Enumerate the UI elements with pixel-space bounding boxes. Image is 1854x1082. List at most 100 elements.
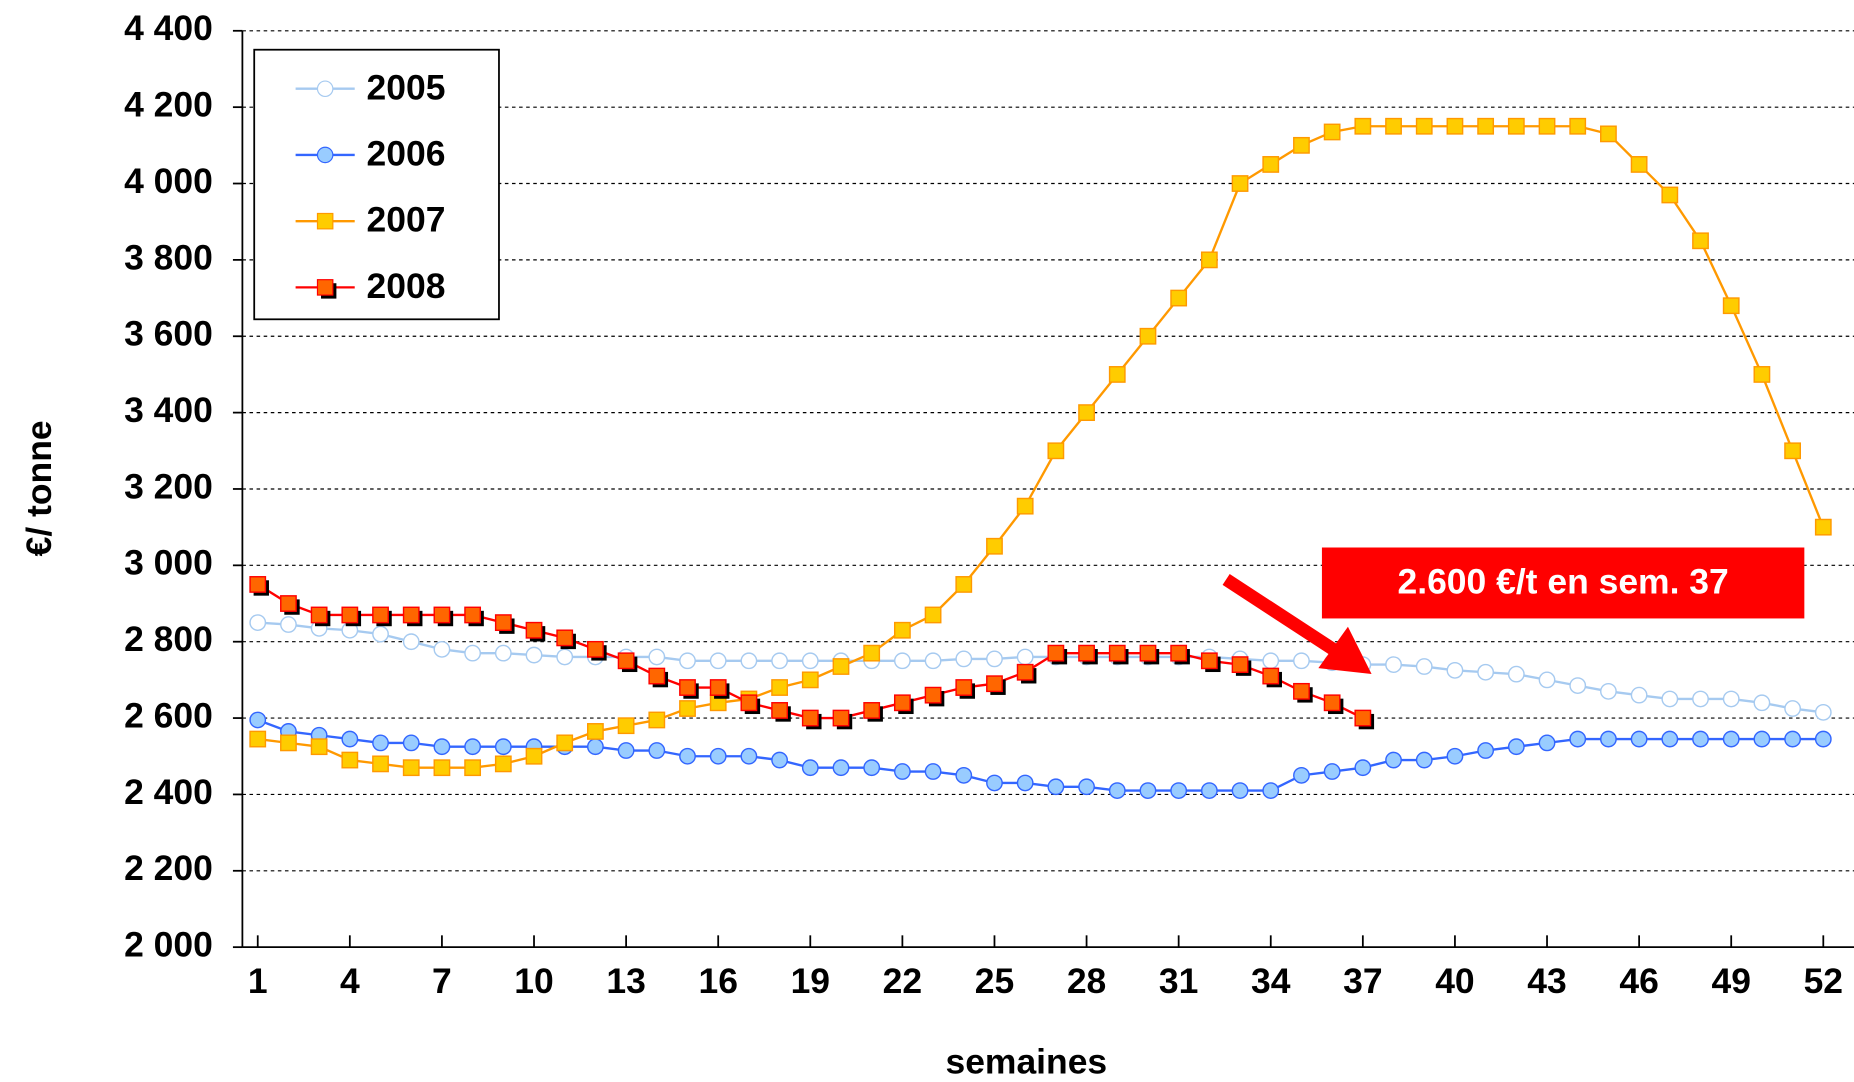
marker bbox=[648, 711, 666, 729]
marker bbox=[617, 742, 635, 759]
marker bbox=[955, 766, 973, 784]
x-tick-label: 22 bbox=[883, 961, 922, 1001]
legend-label: 2007 bbox=[367, 200, 446, 240]
marker bbox=[1078, 404, 1095, 422]
marker bbox=[1446, 117, 1464, 135]
x-tick-label: 10 bbox=[514, 961, 553, 1001]
y-tick-label: 2 600 bbox=[124, 695, 213, 735]
marker bbox=[1354, 709, 1372, 727]
annotation-arrowhead bbox=[1318, 626, 1372, 675]
marker bbox=[1630, 730, 1648, 748]
x-axis-label: semaines bbox=[945, 1042, 1107, 1082]
y-tick-label: 4 400 bbox=[124, 8, 213, 48]
marker bbox=[280, 616, 297, 633]
marker bbox=[709, 679, 727, 696]
y-tick-label: 3 600 bbox=[124, 314, 213, 354]
marker bbox=[341, 730, 359, 748]
marker bbox=[310, 738, 328, 756]
marker bbox=[464, 738, 482, 756]
marker bbox=[1293, 136, 1310, 154]
line bbox=[257, 125, 1825, 769]
x-tick-label: 31 bbox=[1159, 961, 1198, 1001]
line bbox=[257, 621, 1824, 714]
marker bbox=[249, 576, 267, 593]
marker bbox=[1200, 251, 1218, 269]
x-tick-label: 28 bbox=[1067, 961, 1106, 1001]
legend-label: 2005 bbox=[367, 67, 446, 107]
marker bbox=[771, 702, 788, 719]
marker bbox=[1047, 442, 1065, 460]
marker bbox=[494, 644, 512, 662]
marker bbox=[986, 675, 1003, 693]
marker bbox=[801, 759, 819, 777]
marker bbox=[1354, 759, 1372, 777]
marker bbox=[249, 711, 267, 729]
marker bbox=[1661, 690, 1679, 708]
marker bbox=[1200, 782, 1218, 800]
marker bbox=[1569, 677, 1587, 695]
marker bbox=[771, 751, 788, 769]
marker bbox=[1170, 782, 1188, 800]
marker bbox=[709, 652, 727, 670]
marker bbox=[1753, 730, 1771, 748]
x-tick-label: 4 bbox=[340, 961, 360, 1001]
marker bbox=[893, 621, 911, 639]
marker bbox=[986, 774, 1003, 792]
marker bbox=[771, 679, 788, 696]
marker bbox=[1385, 656, 1402, 674]
x-tick-label: 40 bbox=[1435, 961, 1474, 1001]
marker bbox=[402, 734, 420, 752]
marker bbox=[494, 755, 512, 773]
marker bbox=[1231, 782, 1249, 800]
marker bbox=[280, 734, 297, 752]
marker bbox=[372, 755, 389, 773]
marker bbox=[1016, 497, 1034, 515]
y-tick-label: 2 800 bbox=[124, 619, 213, 659]
marker bbox=[679, 652, 696, 670]
series bbox=[249, 576, 1375, 730]
marker bbox=[771, 652, 788, 670]
x-tick-label: 52 bbox=[1804, 961, 1843, 1001]
marker bbox=[1630, 686, 1648, 704]
marker bbox=[1354, 117, 1372, 135]
marker bbox=[280, 595, 297, 612]
marker bbox=[863, 759, 881, 777]
marker bbox=[556, 629, 574, 647]
annotation-arrow bbox=[1222, 573, 1346, 661]
marker bbox=[1538, 117, 1556, 135]
marker bbox=[955, 576, 973, 593]
marker bbox=[1262, 652, 1280, 670]
marker bbox=[924, 763, 942, 780]
marker bbox=[1385, 751, 1402, 769]
marker bbox=[1078, 644, 1095, 662]
x-tick-label: 49 bbox=[1711, 961, 1750, 1001]
marker bbox=[1661, 730, 1679, 748]
marker bbox=[1538, 671, 1556, 689]
marker bbox=[1507, 117, 1525, 135]
marker bbox=[1139, 782, 1157, 800]
marker bbox=[1753, 366, 1771, 383]
marker bbox=[1692, 232, 1709, 250]
marker bbox=[1231, 656, 1249, 674]
x-tick-label: 19 bbox=[791, 961, 830, 1001]
marker bbox=[1231, 175, 1249, 192]
marker bbox=[740, 652, 758, 670]
marker bbox=[893, 763, 911, 780]
marker bbox=[893, 694, 911, 712]
y-tick-label: 2 400 bbox=[124, 772, 213, 812]
marker bbox=[1016, 648, 1034, 666]
marker bbox=[1293, 652, 1310, 670]
y-tick-label: 2 200 bbox=[124, 848, 213, 888]
y-tick-label: 3 800 bbox=[124, 237, 213, 277]
legend-label: 2006 bbox=[367, 134, 446, 174]
marker bbox=[341, 606, 359, 624]
marker bbox=[1047, 778, 1065, 796]
marker bbox=[464, 759, 482, 777]
marker bbox=[1784, 700, 1802, 717]
marker bbox=[1630, 156, 1648, 173]
marker bbox=[709, 747, 727, 765]
marker bbox=[587, 738, 604, 756]
marker bbox=[1446, 747, 1464, 765]
marker bbox=[740, 694, 758, 712]
